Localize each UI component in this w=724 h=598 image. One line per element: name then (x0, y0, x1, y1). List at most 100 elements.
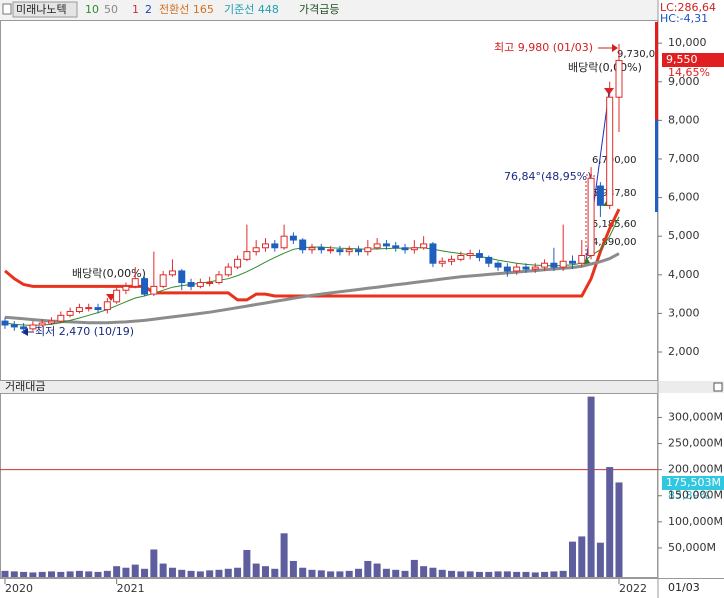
volume-bar (336, 571, 344, 577)
legend-item: 가격급등 (299, 3, 339, 16)
last-price: 9,550 (666, 53, 698, 66)
candle-body (568, 260, 576, 264)
legend-item: 전환선 165 (159, 3, 214, 16)
y-tick-label: 4,000 (668, 268, 700, 281)
arrow-head (21, 328, 28, 336)
fib-level: 5,185,60 (592, 219, 637, 230)
candle-body (94, 307, 102, 311)
candle-body (457, 254, 465, 260)
candle-body (57, 314, 65, 322)
candle-body (187, 282, 195, 287)
volume-bar (308, 569, 316, 577)
volume-bar (280, 533, 288, 577)
candle-body (410, 247, 418, 251)
volume-bar (401, 570, 409, 577)
candle-body (48, 320, 56, 324)
fib-level: 6,790,00 (592, 155, 637, 166)
range-bar-down (655, 120, 658, 212)
low-annotation: 최저 2,470 (10/19) (35, 325, 134, 338)
last-volume-box (662, 476, 724, 490)
volume-bar (168, 567, 176, 577)
volume-bar (85, 571, 93, 577)
candle-body (317, 247, 325, 251)
volume-bar (522, 571, 530, 577)
volume-bar (66, 571, 74, 577)
volume-bar (531, 572, 539, 577)
dividend-annotation: 배당락(0,00%) (72, 267, 146, 280)
high-annotation: 최고 9,980 (01/03) (494, 41, 593, 54)
y-tick-label: 200,000M (668, 463, 723, 476)
candle-body (420, 243, 428, 249)
volume-bar (94, 571, 102, 577)
candle-body (541, 262, 549, 268)
volume-bar (178, 569, 186, 577)
candle-body (392, 245, 400, 249)
y-tick-label: 8,000 (668, 113, 700, 126)
volume-bar (606, 467, 614, 577)
volume-bar (234, 567, 242, 577)
volume-bar (206, 570, 214, 577)
volume-bar (541, 571, 549, 577)
volume-bar (187, 570, 195, 577)
volume-bar (224, 568, 232, 577)
legend-item: 2 (145, 3, 152, 16)
volume-bar (429, 567, 437, 577)
candle-body (75, 307, 83, 312)
volume-bar (568, 541, 576, 577)
x-end-label: 01/03 (668, 581, 700, 594)
volume-bar (410, 559, 418, 577)
volume-bar (289, 560, 297, 577)
candle-body (299, 239, 307, 251)
volume-bar (252, 563, 260, 577)
close-button[interactable] (713, 382, 723, 392)
candle-body (178, 270, 186, 284)
volume-bar (382, 568, 390, 577)
candle-body (373, 243, 381, 249)
volume-bar (48, 571, 56, 577)
candle-body (327, 249, 335, 252)
legend-ma50: 50 (104, 3, 118, 16)
volume-bar (215, 569, 223, 577)
y-tick-label: 100,000M (668, 515, 723, 528)
candle-body (513, 266, 521, 272)
candle-body (271, 243, 279, 249)
candle-body (615, 60, 623, 98)
x-tick-label: 2020 (5, 582, 33, 595)
candle-body (559, 260, 567, 268)
volume-bar (345, 570, 353, 577)
volume-bar (373, 563, 381, 577)
volume-bar (57, 571, 65, 577)
volume-bar (131, 564, 139, 577)
volume-bar (113, 566, 121, 577)
candle-body (234, 258, 242, 268)
candle-body (382, 243, 390, 247)
volume-header (0, 381, 724, 393)
menu-icon[interactable] (2, 3, 12, 15)
candle-body (364, 247, 372, 253)
candle-body (261, 243, 269, 249)
candle-body (308, 247, 316, 251)
candle-body (289, 235, 297, 241)
candle-body (1, 320, 9, 326)
candle-body (141, 278, 149, 295)
candle-body (578, 254, 586, 264)
candle-body (168, 270, 176, 276)
volume-bar (578, 536, 586, 577)
angle-annotation: 76,84°(48,95%) (504, 170, 592, 183)
volume-bar (466, 571, 474, 577)
volume-bar (559, 570, 567, 577)
candle-body (38, 322, 46, 326)
volume-bar (10, 571, 18, 577)
y-tick-label: 3,000 (668, 306, 700, 319)
candle-body (224, 266, 232, 276)
candle-body (355, 249, 363, 253)
y-tick-label: 150,000M (668, 489, 723, 502)
stock-name-box[interactable] (12, 1, 78, 18)
candle-body (66, 310, 74, 316)
candle-body (485, 256, 493, 264)
last-price-box (662, 53, 724, 67)
arrow-head (612, 44, 618, 52)
volume-bar (243, 550, 251, 577)
candle-body (85, 307, 93, 310)
candle-body (159, 274, 167, 287)
